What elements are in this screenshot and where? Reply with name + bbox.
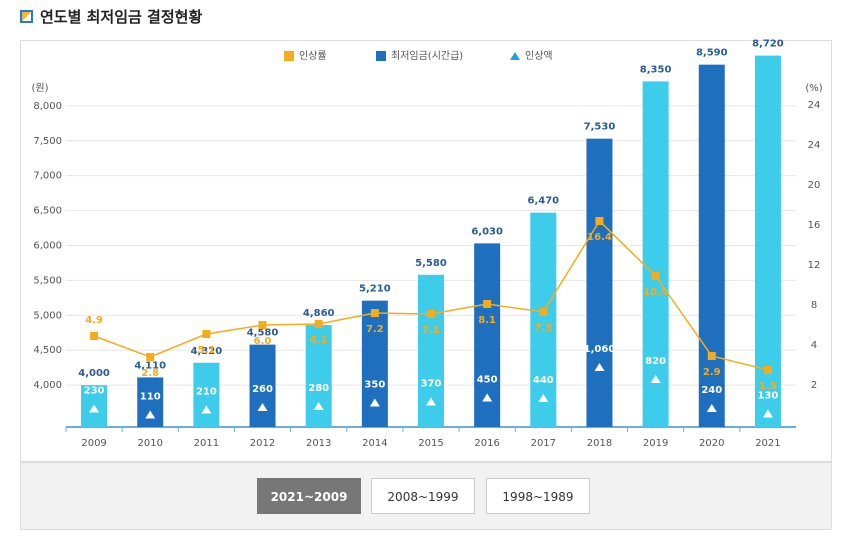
tab-button[interactable]: 2021~2009 [257,478,361,514]
tab-button[interactable]: 1998~1989 [486,478,590,514]
period-tabs: 2021~2009 2008~1999 1998~1989 [20,462,832,530]
title-text: 연도별 최저임금 결정현황 [40,8,203,26]
chart-box [20,40,832,462]
tab-button[interactable]: 2008~1999 [371,478,475,514]
title: 연도별 최저임금 결정현황 [20,6,202,27]
title-icon [20,10,33,23]
